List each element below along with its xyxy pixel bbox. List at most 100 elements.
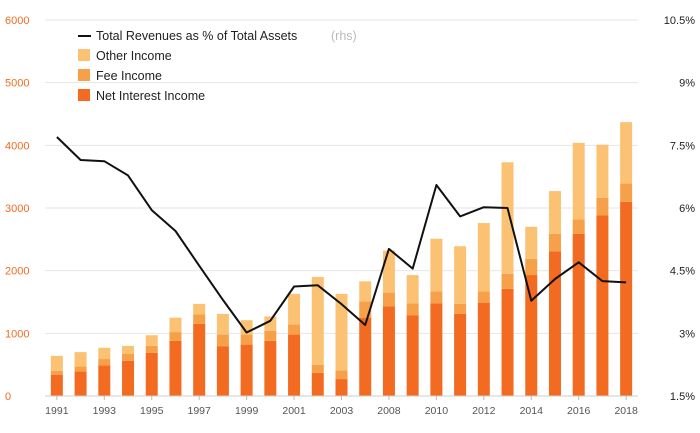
bar-net-interest-income-2012 [477, 302, 490, 396]
bar-net-interest-income-1999 [240, 344, 253, 396]
x-tick-label-2001: 2001 [282, 405, 306, 417]
bar-other-income-2012 [477, 223, 490, 292]
bar-net-interest-income-2002 [311, 372, 324, 396]
line-total-revenues-pct-assets [56, 136, 627, 334]
bar-fee-income-2017 [596, 197, 609, 216]
bar-other-income-1997 [193, 303, 206, 315]
bar-other-income-1992 [74, 352, 87, 367]
bar-other-income-2009 [406, 275, 419, 304]
y-tick-label: 2000 [5, 266, 29, 278]
y2-tick-label: 3% [679, 328, 695, 340]
bar-fee-income-2014 [525, 258, 538, 276]
bar-other-income-2015 [548, 191, 561, 234]
bar-other-income-1996 [169, 317, 182, 333]
y2-tick-label: 1.5% [670, 391, 695, 403]
bar-fee-income-2008 [382, 292, 395, 307]
bar-other-income-2016 [572, 142, 585, 220]
bar-other-income-2004 [359, 281, 372, 302]
x-tick-label-1993: 1993 [93, 405, 117, 417]
bar-net-interest-income-2004 [359, 317, 372, 396]
legend-swatch-net-interest-income [78, 89, 90, 101]
bar-other-income-1991 [50, 355, 63, 371]
bar-fee-income-1999 [240, 334, 253, 345]
bar-net-interest-income-2014 [525, 275, 538, 396]
bar-net-interest-income-1995 [145, 352, 158, 396]
bar-net-interest-income-1998 [216, 346, 229, 396]
bar-fee-income-1997 [193, 314, 206, 324]
bars [50, 122, 633, 396]
bar-other-income-2017 [596, 144, 609, 198]
bar-net-interest-income-2016 [572, 233, 585, 396]
bar-fee-income-2012 [477, 291, 490, 303]
bar-other-income-2011 [454, 246, 467, 304]
bar-net-interest-income-2013 [501, 288, 514, 396]
x-tick-label-1995: 1995 [140, 405, 164, 417]
bar-net-interest-income-2011 [454, 313, 467, 396]
bar-fee-income-1993 [98, 359, 111, 366]
y2-tick-label: 9% [679, 78, 695, 90]
legend-label-other-income: Other Income [96, 49, 172, 63]
y-tick-label: 1000 [5, 328, 29, 340]
x-tick-label-1999: 1999 [235, 405, 259, 417]
y-tick-label: 0 [5, 391, 11, 403]
y-tick-label: 6000 [5, 15, 29, 27]
bar-fee-income-1996 [169, 332, 182, 341]
bar-net-interest-income-1994 [122, 360, 135, 396]
bar-other-income-2001 [288, 293, 301, 325]
bar-other-income-2013 [501, 162, 514, 274]
bar-other-income-2018 [620, 122, 633, 184]
bar-net-interest-income-1997 [193, 323, 206, 396]
bar-fee-income-1991 [50, 370, 63, 375]
axes: 0 1000 2000 3000 4000 5000 6000 1.5% 3% 4.5% 6% 7.5… [5, 15, 695, 417]
y-tick-label: 5000 [5, 78, 29, 90]
bar-net-interest-income-2017 [596, 215, 609, 396]
bar-fee-income-2013 [501, 273, 514, 289]
bar-fee-income-2018 [620, 183, 633, 202]
bar-net-interest-income-2000 [264, 340, 277, 396]
y2-tick-label: 4.5% [670, 266, 695, 278]
bar-fee-income-2003 [335, 370, 348, 380]
bar-fee-income-2000 [264, 330, 277, 341]
bar-net-interest-income-2010 [430, 303, 443, 396]
bar-net-interest-income-1996 [169, 340, 182, 396]
legend-line-suffix: (rhs) [331, 29, 357, 43]
bar-fee-income-1994 [122, 354, 135, 361]
y-tick-label: 3000 [5, 203, 29, 215]
bar-other-income-2010 [430, 238, 443, 292]
legend: Total Revenues as % of Total Assets (rhs… [78, 29, 357, 103]
bar-other-income-2003 [335, 293, 348, 371]
bar-other-income-2002 [311, 276, 324, 365]
bar-other-income-1993 [98, 347, 111, 360]
bar-fee-income-1992 [74, 366, 87, 372]
legend-label-fee-income: Fee Income [96, 69, 162, 83]
bar-other-income-1995 [145, 335, 158, 346]
bar-fee-income-2001 [288, 324, 301, 335]
revenue-ratio-line [56, 136, 627, 334]
bar-net-interest-income-2003 [335, 379, 348, 396]
bar-other-income-2014 [525, 226, 538, 259]
bar-fee-income-2011 [454, 303, 467, 314]
y2-tick-label: 10.5% [664, 15, 695, 27]
bar-fee-income-1995 [145, 345, 158, 353]
bar-net-interest-income-2001 [288, 334, 301, 396]
bar-other-income-2000 [264, 316, 277, 331]
bar-net-interest-income-2008 [382, 306, 395, 396]
bar-fee-income-2010 [430, 291, 443, 304]
x-tick-label-1997: 1997 [188, 405, 212, 417]
bar-fee-income-2016 [572, 219, 585, 234]
legend-swatch-fee-income [78, 69, 90, 81]
bar-fee-income-1998 [216, 334, 229, 347]
x-tick-label-2016: 2016 [567, 405, 591, 417]
gridlines [45, 19, 638, 334]
bar-net-interest-income-1993 [98, 365, 111, 396]
bar-fee-income-2002 [311, 364, 324, 373]
x-tick-label-2012: 2012 [472, 405, 496, 417]
x-tick-label-2018: 2018 [614, 405, 638, 417]
x-tick-label-2003: 2003 [330, 405, 354, 417]
y-tick-label: 4000 [5, 140, 29, 152]
bar-net-interest-income-2015 [548, 251, 561, 396]
bar-net-interest-income-1991 [50, 374, 63, 396]
y2-tick-label: 6% [679, 203, 695, 215]
bar-net-interest-income-1992 [74, 371, 87, 396]
